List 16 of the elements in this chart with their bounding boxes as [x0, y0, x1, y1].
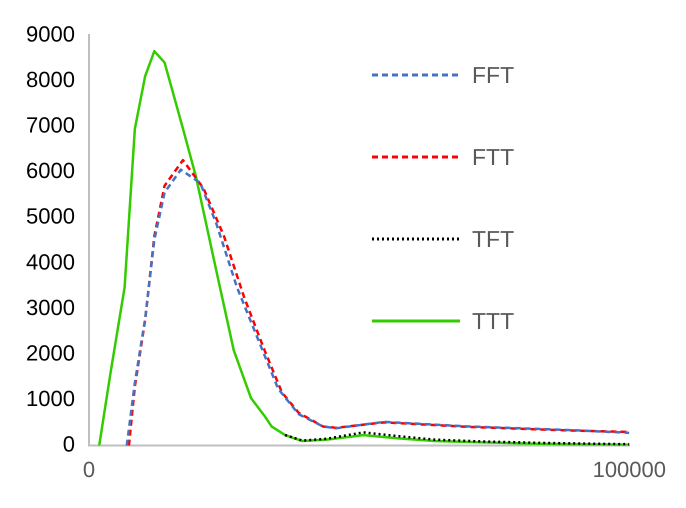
- y-tick-label: 9000: [26, 21, 75, 46]
- legend-label: FTT: [472, 144, 514, 170]
- y-tick-label: 6000: [26, 158, 75, 184]
- legend-label: FFT: [472, 62, 514, 88]
- y-tick-label: 7000: [26, 112, 75, 138]
- y-tick-label: 5000: [26, 204, 75, 229]
- legend-label: TFT: [472, 226, 514, 252]
- line-series: [284, 431, 630, 446]
- y-tick-label: 8000: [26, 66, 75, 92]
- y-tick-label: 2000: [26, 340, 75, 366]
- y-tick-label: 3000: [26, 294, 75, 320]
- x-tick-label: 100000: [592, 456, 666, 482]
- y-tick-label: 4000: [26, 249, 75, 274]
- y-tick-label: 0: [62, 432, 75, 457]
- legend-label: TTT: [472, 308, 514, 334]
- y-tick-label: 1000: [26, 386, 75, 412]
